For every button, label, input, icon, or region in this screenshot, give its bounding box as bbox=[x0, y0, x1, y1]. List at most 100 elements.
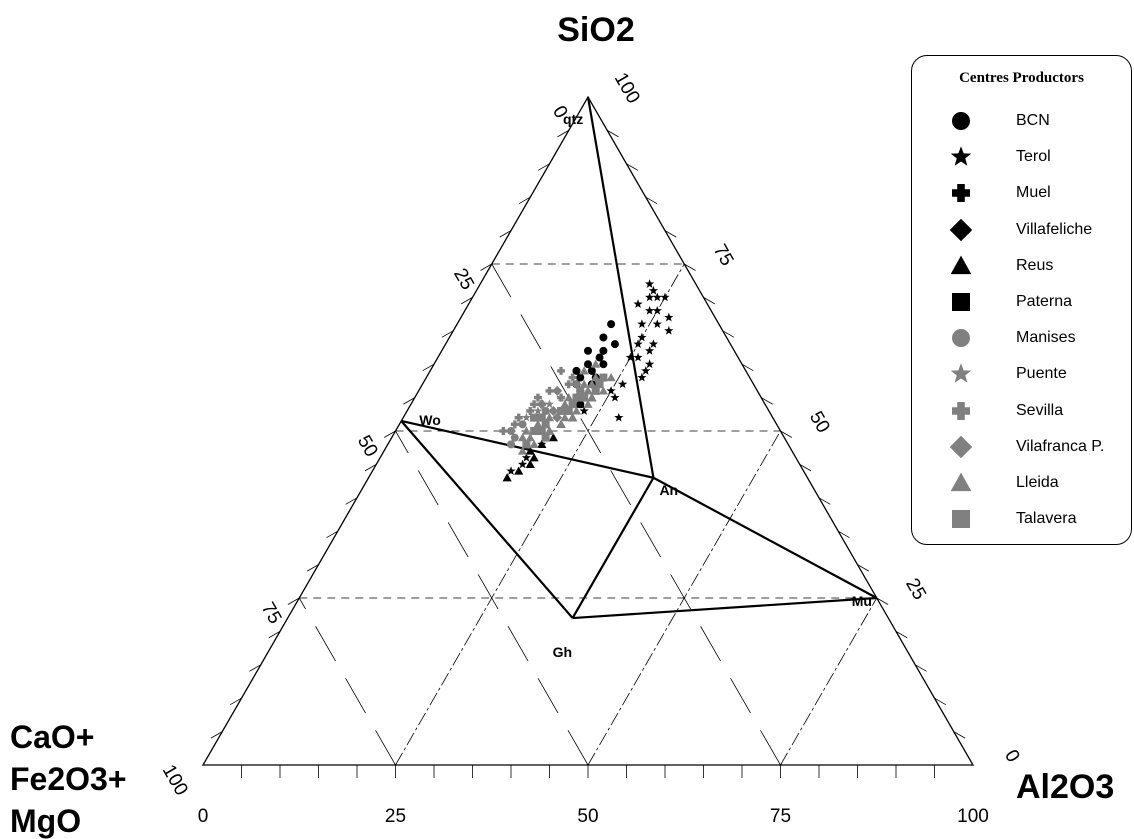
point-talavera bbox=[568, 400, 577, 409]
point-terol bbox=[521, 452, 531, 462]
legend-symbol-square bbox=[952, 292, 970, 311]
point-lleida bbox=[541, 406, 551, 415]
tick-mark bbox=[422, 363, 435, 372]
legend-item: BCN bbox=[912, 106, 1131, 142]
tick-mark bbox=[268, 631, 281, 639]
phase-label-mu: Mu bbox=[852, 593, 872, 609]
point-reus bbox=[537, 439, 547, 448]
point-lleida bbox=[591, 359, 601, 368]
legend-label: BCN bbox=[1016, 112, 1050, 129]
tick-mark bbox=[876, 597, 889, 605]
point-terol bbox=[645, 305, 655, 315]
triangle-outline bbox=[201, 95, 975, 766]
legend-marker bbox=[950, 472, 972, 491]
point-lleida bbox=[544, 413, 555, 422]
tick-mark bbox=[626, 163, 638, 171]
legend-label: Vilafranca P. bbox=[1016, 437, 1105, 455]
point-terol bbox=[645, 279, 655, 288]
tick-mark bbox=[518, 196, 531, 205]
left-vertex-label-line-1: CaO+ bbox=[10, 719, 94, 755]
point-manises bbox=[507, 427, 515, 435]
tick-mark bbox=[818, 497, 831, 505]
point-bcn bbox=[587, 366, 596, 375]
tie-line-qtz-An bbox=[586, 96, 655, 478]
point-talavera bbox=[530, 413, 539, 422]
tick-mark bbox=[384, 430, 396, 438]
tie-line-Gh-Mu bbox=[572, 596, 877, 620]
point-bcn bbox=[599, 333, 608, 342]
point-reus bbox=[529, 453, 539, 462]
tick-label-bottom: 50 bbox=[577, 806, 598, 827]
legend-marker bbox=[952, 510, 970, 529]
tick-label-bottom: 0 bbox=[198, 806, 209, 827]
tick-mark bbox=[461, 297, 473, 305]
point-manises bbox=[507, 440, 515, 449]
point-lleida bbox=[521, 426, 531, 435]
point-terol bbox=[606, 386, 616, 395]
point-manises bbox=[510, 433, 519, 442]
legend-label: Talavera bbox=[1016, 510, 1077, 528]
point-sevilla bbox=[545, 386, 554, 395]
legend-title: Centres Productors bbox=[959, 70, 1084, 86]
legend-marker bbox=[949, 218, 973, 241]
point-bcn bbox=[599, 346, 608, 355]
legend-item: Vilafranca P. bbox=[912, 432, 1131, 468]
point-bcn bbox=[595, 353, 604, 362]
legend-symbol-star bbox=[950, 363, 972, 384]
tick-label-left: 75 bbox=[257, 599, 286, 628]
legend-item: Lleida bbox=[912, 468, 1131, 504]
point-lleida bbox=[564, 393, 574, 402]
point-terol bbox=[648, 285, 659, 295]
point-sevilla bbox=[510, 420, 519, 429]
grid-line-al2o3-75 bbox=[780, 597, 878, 766]
tick-mark bbox=[761, 397, 773, 405]
point-puente bbox=[533, 406, 543, 415]
point-terol bbox=[645, 359, 655, 369]
tick-mark bbox=[607, 130, 619, 138]
point-terol bbox=[614, 412, 624, 422]
tick-mark bbox=[403, 397, 415, 405]
legend-symbol-plus bbox=[952, 184, 970, 203]
tick-label-right: 100 bbox=[610, 69, 644, 107]
point-terol bbox=[506, 466, 516, 475]
point-talavera bbox=[591, 386, 600, 395]
legend-item: Paterna bbox=[912, 287, 1131, 323]
point-reus bbox=[514, 466, 524, 475]
legend-item: Puente bbox=[912, 359, 1131, 395]
grid-lines bbox=[298, 263, 878, 766]
tick-label-bottom: 75 bbox=[770, 806, 791, 827]
grid-line-cfm-75 bbox=[298, 597, 396, 766]
tick-mark bbox=[703, 297, 715, 305]
point-terol bbox=[625, 352, 635, 362]
point-lleida bbox=[583, 399, 593, 408]
point-talavera bbox=[576, 386, 585, 395]
point-terol bbox=[660, 292, 670, 302]
legend-symbol-circle bbox=[952, 112, 970, 130]
point-vilafranca-p- bbox=[552, 385, 563, 396]
legend-items: BCN Terol Muel Villafeliche Reus Paterna Manis… bbox=[912, 106, 1131, 540]
tick-label-left: 25 bbox=[449, 265, 478, 294]
legend-label: Terol bbox=[1016, 148, 1051, 166]
legend-marker bbox=[952, 292, 970, 311]
point-terol bbox=[645, 292, 655, 302]
tie-lines bbox=[400, 96, 878, 620]
legend-label: Paterna bbox=[1016, 292, 1073, 310]
legend-label: Villafeliche bbox=[1016, 220, 1093, 238]
point-bcn bbox=[576, 373, 585, 382]
tick-mark bbox=[557, 130, 569, 138]
grid-line-cfm-50 bbox=[395, 430, 589, 766]
point-sevilla bbox=[533, 393, 542, 402]
point-lleida bbox=[517, 446, 528, 455]
legend-item: Talavera bbox=[912, 504, 1131, 540]
point-terol bbox=[664, 326, 674, 335]
tick-mark bbox=[499, 230, 512, 238]
tick-mark bbox=[287, 597, 300, 605]
point-lleida bbox=[579, 366, 589, 375]
tick-mark bbox=[799, 464, 812, 472]
point-reus bbox=[525, 459, 535, 468]
tick-label-left: 100 bbox=[158, 761, 192, 799]
tick-mark bbox=[664, 230, 677, 238]
point-terol bbox=[652, 319, 662, 328]
legend-marker bbox=[950, 146, 972, 166]
